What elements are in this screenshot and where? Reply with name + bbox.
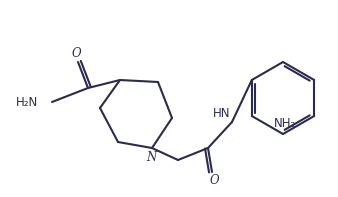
Text: HN: HN: [213, 107, 230, 120]
Text: N: N: [146, 151, 156, 164]
Text: H₂N: H₂N: [16, 96, 38, 109]
Text: O: O: [209, 174, 219, 187]
Text: NH₂: NH₂: [274, 117, 296, 130]
Text: O: O: [71, 47, 81, 60]
